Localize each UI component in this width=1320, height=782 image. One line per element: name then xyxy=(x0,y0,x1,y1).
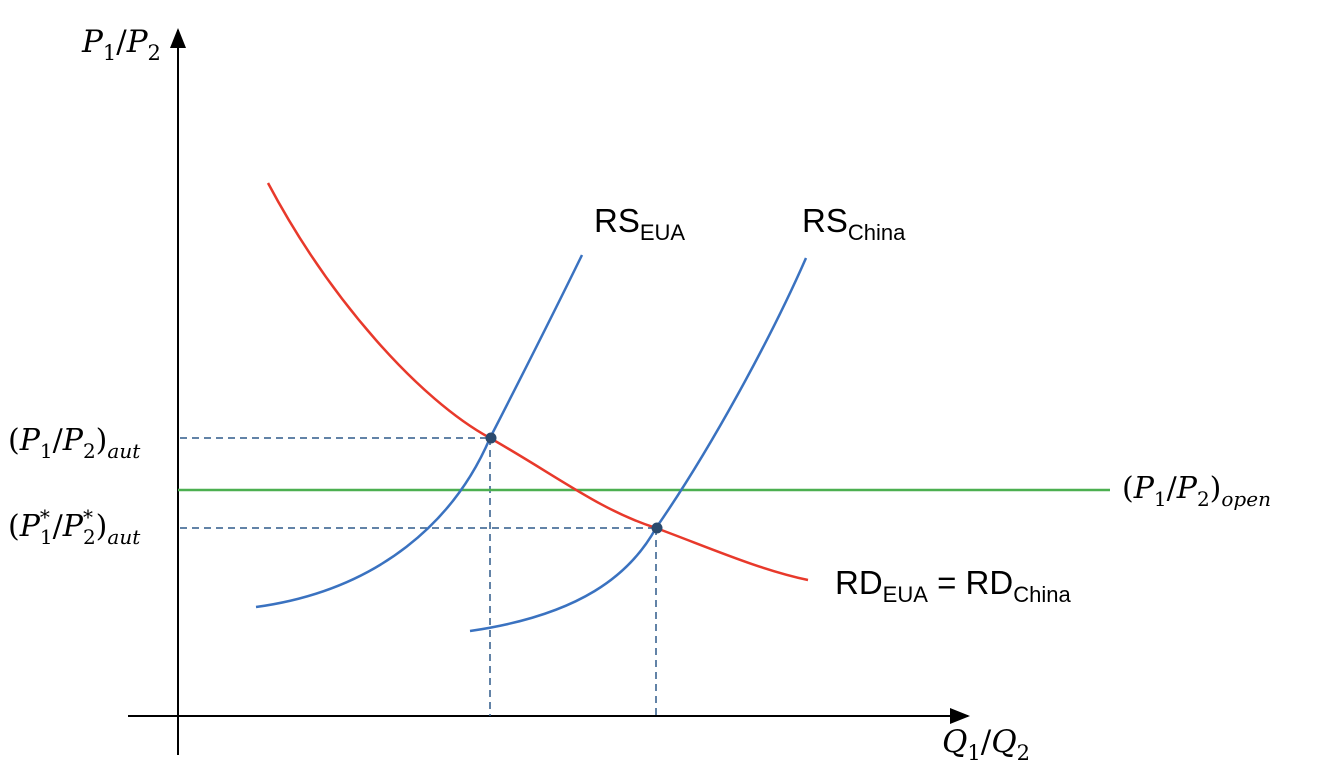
rd-curve xyxy=(266,182,809,582)
autarky-guides xyxy=(180,437,657,716)
rs-china-label: RSChina xyxy=(802,202,906,245)
price-label-aut-star: (P* 1/P* 2)aut xyxy=(8,505,141,549)
rs-eua-label: RSEUA xyxy=(594,202,685,245)
autarky-point-eua xyxy=(485,432,497,444)
rs-eua-curve xyxy=(255,254,584,609)
x-axis-label: Q1/Q2 xyxy=(942,724,1030,765)
y-axis-label: P1/P2 xyxy=(81,24,161,65)
rs-china-curve xyxy=(469,257,808,633)
rd-label: RDEUA = RDChina xyxy=(835,564,1071,607)
autarky-point-china xyxy=(651,522,663,534)
price-label-open: (P1/P2)open xyxy=(1122,471,1271,511)
price-label-aut: (P1/P2)aut xyxy=(8,423,141,463)
